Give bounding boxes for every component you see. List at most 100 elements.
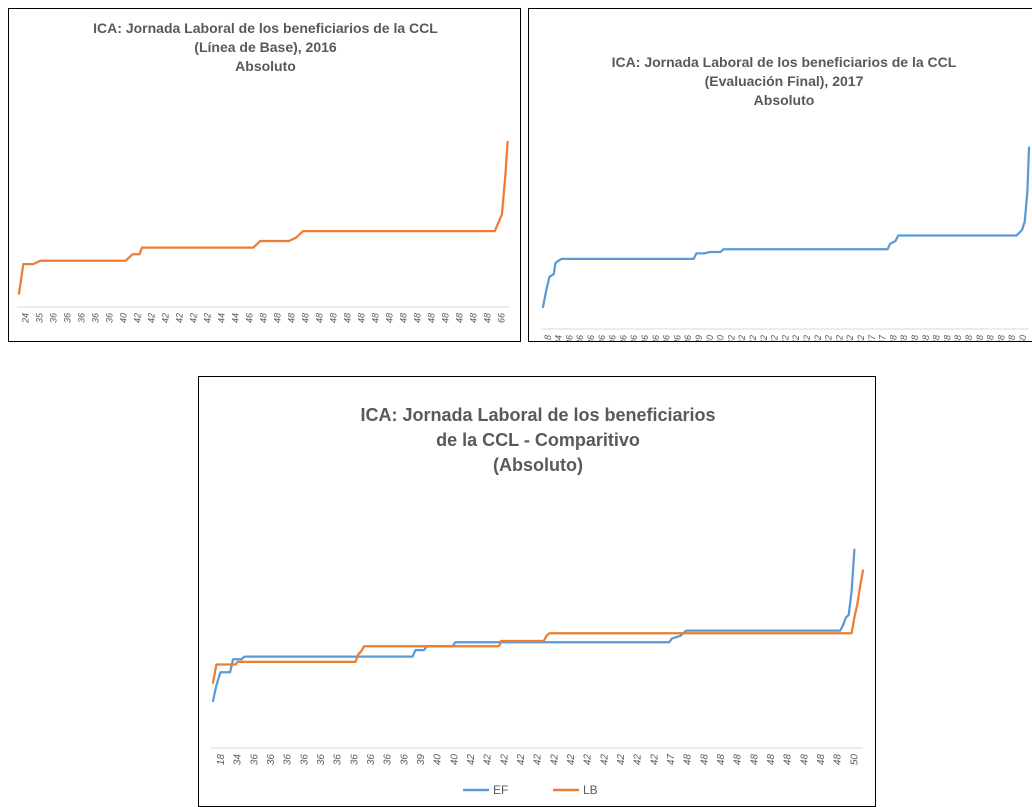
x-tick-label: 48 bbox=[272, 313, 282, 323]
x-tick-label: 42 bbox=[188, 313, 198, 323]
x-tick-label: 36 bbox=[249, 754, 260, 766]
x-tick-label: 42 bbox=[726, 335, 736, 342]
x-tick-label: 36 bbox=[640, 335, 650, 342]
x-tick-label: 42 bbox=[813, 335, 823, 342]
x-tick-label: 48 bbox=[942, 335, 952, 342]
x-tick-label: 47 bbox=[666, 754, 677, 766]
x-tick-label: 48 bbox=[953, 335, 963, 342]
x-tick-label: 42 bbox=[160, 313, 170, 323]
series-line-lb bbox=[17, 140, 509, 295]
chart-panel-comparativo: ICA: Jornada Laboral de los beneficiario… bbox=[198, 376, 876, 807]
x-tick-label: 48 bbox=[749, 754, 760, 766]
x-tick-label: 42 bbox=[616, 754, 627, 766]
x-tick-label: 42 bbox=[499, 754, 510, 766]
series-line-ef bbox=[211, 548, 856, 703]
x-tick-label: 42 bbox=[533, 754, 544, 766]
x-tick-label: 48 bbox=[1007, 335, 1017, 342]
chart-title-line-2: (Línea de Base), 2016 bbox=[194, 39, 337, 55]
x-tick-label: 24 bbox=[20, 313, 30, 324]
x-tick-label: 48 bbox=[286, 313, 296, 323]
x-tick-label: 48 bbox=[899, 335, 909, 342]
x-tick-label: 42 bbox=[466, 754, 477, 766]
x-tick-label: 48 bbox=[986, 335, 996, 342]
x-tick-label: 36 bbox=[629, 335, 639, 342]
x-tick-label: 36 bbox=[333, 754, 344, 766]
x-tick-label: 42 bbox=[791, 335, 801, 342]
x-tick-label: 48 bbox=[964, 335, 974, 342]
x-tick-label: 48 bbox=[454, 313, 464, 323]
x-tick-label: 39 bbox=[694, 335, 704, 342]
x-tick-label: 48 bbox=[816, 754, 827, 766]
x-tick-label: 18 bbox=[216, 754, 227, 766]
x-tick-label: 42 bbox=[770, 335, 780, 342]
x-tick-label: 42 bbox=[824, 335, 834, 342]
legend-label-lb: LB bbox=[583, 783, 598, 797]
x-tick-label: 48 bbox=[342, 313, 352, 323]
x-tick-label: 36 bbox=[399, 754, 410, 766]
x-tick-label: 42 bbox=[566, 754, 577, 766]
series-line-ef bbox=[541, 146, 1031, 309]
x-tick-label: 48 bbox=[440, 313, 450, 323]
x-tick-label: 48 bbox=[398, 313, 408, 323]
x-tick-label: 36 bbox=[283, 754, 294, 766]
x-tick-label: 36 bbox=[48, 313, 58, 323]
x-tick-label: 42 bbox=[633, 754, 644, 766]
x-tick-label: 48 bbox=[356, 313, 366, 323]
x-tick-label: 36 bbox=[662, 335, 672, 342]
x-tick-label: 48 bbox=[482, 313, 492, 323]
x-tick-label: 48 bbox=[910, 335, 920, 342]
chart-title-line-1: ICA: Jornada Laboral de los beneficiario… bbox=[612, 54, 957, 70]
x-tick-label: 34 bbox=[554, 335, 564, 342]
x-tick-label: 44 bbox=[230, 313, 240, 323]
chart-title-line-2: de la CCL - Comparitivo bbox=[436, 430, 640, 450]
x-tick-label: 36 bbox=[575, 335, 585, 342]
chart-panel-evaluacion-final: ICA: Jornada Laboral de los beneficiario… bbox=[528, 8, 1032, 342]
x-tick-label: 36 bbox=[672, 335, 682, 342]
x-tick-label: 36 bbox=[597, 335, 607, 342]
chart-title-line-1: ICA: Jornada Laboral de los beneficiario… bbox=[93, 20, 438, 36]
x-tick-label: 36 bbox=[349, 754, 360, 766]
chart-comparativo: ICA: Jornada Laboral de los beneficiario… bbox=[211, 405, 865, 797]
x-tick-label: 42 bbox=[748, 335, 758, 342]
x-tick-label: 42 bbox=[146, 313, 156, 323]
x-tick-label: 42 bbox=[483, 754, 494, 766]
chart-title-line-3: Absoluto bbox=[235, 58, 296, 74]
x-tick-label: 36 bbox=[683, 335, 693, 342]
x-tick-label: 48 bbox=[683, 754, 694, 766]
x-tick-label: 42 bbox=[759, 335, 769, 342]
x-tick-label: 42 bbox=[516, 754, 527, 766]
x-tick-label: 48 bbox=[888, 335, 898, 342]
x-tick-label: 42 bbox=[856, 335, 866, 342]
x-tick-label: 36 bbox=[383, 754, 394, 766]
x-tick-label: 48 bbox=[733, 754, 744, 766]
x-tick-label: 42 bbox=[737, 335, 747, 342]
x-tick-label: 48 bbox=[468, 313, 478, 323]
x-tick-label: 36 bbox=[62, 313, 72, 323]
chart-panel-linea-de-base: ICA: Jornada Laboral de los beneficiario… bbox=[8, 8, 521, 342]
x-tick-label: 36 bbox=[608, 335, 618, 342]
x-tick-label: 42 bbox=[583, 754, 594, 766]
x-tick-label: 48 bbox=[426, 313, 436, 323]
x-tick-label: 34 bbox=[233, 754, 244, 766]
x-tick-label: 48 bbox=[258, 313, 268, 323]
x-tick-label: 35 bbox=[34, 312, 44, 323]
series-line-lb bbox=[211, 569, 865, 684]
x-tick-label: 36 bbox=[586, 335, 596, 342]
x-tick-label: 40 bbox=[705, 335, 715, 342]
x-tick-label: 36 bbox=[316, 754, 327, 766]
x-tick-label: 42 bbox=[174, 313, 184, 323]
x-tick-label: 48 bbox=[716, 754, 727, 766]
x-tick-label: 50 bbox=[1018, 335, 1028, 342]
x-tick-label: 48 bbox=[975, 335, 985, 342]
x-tick-label: 48 bbox=[314, 313, 324, 323]
x-tick-label: 36 bbox=[564, 335, 574, 342]
x-tick-label: 42 bbox=[845, 335, 855, 342]
chart-title-line-1: ICA: Jornada Laboral de los beneficiario… bbox=[360, 405, 715, 425]
x-tick-label: 18 bbox=[543, 335, 553, 342]
x-tick-label: 40 bbox=[716, 335, 726, 342]
x-tick-label: 36 bbox=[618, 335, 628, 342]
x-tick-label: 48 bbox=[766, 754, 777, 766]
x-tick-label: 48 bbox=[799, 754, 810, 766]
x-tick-label: 42 bbox=[649, 754, 660, 766]
x-tick-label: 40 bbox=[433, 754, 444, 766]
